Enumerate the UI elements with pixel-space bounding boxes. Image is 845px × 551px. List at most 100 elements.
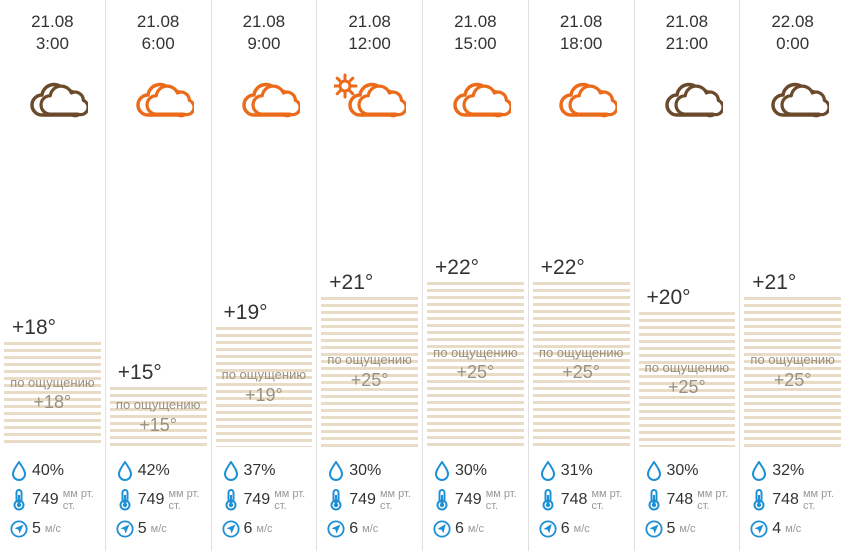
temperature-bar: по ощущению +15° bbox=[110, 387, 207, 447]
wind-row: 5 м/с bbox=[110, 515, 207, 543]
wind-direction-icon bbox=[539, 518, 557, 540]
temperature-bar: по ощущению +19° bbox=[216, 327, 313, 447]
temperature-bar: по ощущению +25° bbox=[427, 282, 524, 447]
pressure-row: 748 мм рт. ст. bbox=[533, 485, 630, 515]
date-label: 21.08 bbox=[348, 12, 391, 32]
pressure-value: 748 bbox=[667, 491, 694, 509]
weather-icon bbox=[439, 70, 511, 124]
feels-like-caption: по ощущению bbox=[433, 346, 517, 361]
feels-like-caption: по ощущению bbox=[327, 353, 411, 368]
drop-icon bbox=[750, 460, 768, 482]
feels-like-value: +19° bbox=[245, 385, 283, 406]
feels-like-value: +15° bbox=[139, 415, 177, 436]
thermometer-icon bbox=[539, 489, 557, 511]
pressure-value: 749 bbox=[244, 491, 271, 509]
forecast-column[interactable]: 21.08 15:00 +22° по ощущению +25° 30% bbox=[422, 0, 528, 551]
weather-icon bbox=[545, 70, 617, 124]
temperature-bar: по ощущению +18° bbox=[4, 342, 101, 447]
forecast-column[interactable]: 21.08 21:00 +20° по ощущению +25° 30% bbox=[634, 0, 740, 551]
temperature-area: +15° по ощущению +15° bbox=[110, 132, 207, 447]
wind-value: 5 bbox=[32, 520, 41, 538]
time-label: 15:00 bbox=[454, 34, 497, 54]
metrics-block: 42% 749 мм рт. ст. 5 м/с bbox=[110, 457, 207, 543]
time-label: 18:00 bbox=[560, 34, 603, 54]
thermometer-icon bbox=[750, 489, 768, 511]
temperature-value: +18° bbox=[12, 316, 56, 340]
weather-icon bbox=[651, 70, 723, 124]
wind-value: 6 bbox=[455, 520, 464, 538]
pressure-value: 749 bbox=[349, 491, 376, 509]
temperature-value: +22° bbox=[435, 256, 479, 280]
wind-value: 6 bbox=[244, 520, 253, 538]
feels-like-value: +25° bbox=[774, 370, 812, 391]
feels-like-caption: по ощущению bbox=[116, 398, 200, 413]
thermometer-icon bbox=[433, 489, 451, 511]
humidity-value: 31% bbox=[561, 462, 593, 480]
feels-like-caption: по ощущению bbox=[10, 376, 94, 391]
weather-icon bbox=[16, 70, 88, 124]
thermometer-icon bbox=[645, 489, 663, 511]
time-label: 9:00 bbox=[247, 34, 280, 54]
wind-row: 5 м/с bbox=[639, 515, 736, 543]
temperature-value: +22° bbox=[541, 256, 585, 280]
temperature-bar: по ощущению +25° bbox=[639, 312, 736, 447]
feels-like-value: +25° bbox=[668, 377, 706, 398]
forecast-column[interactable]: 21.08 9:00 +19° по ощущению +19° 37% bbox=[211, 0, 317, 551]
forecast-column[interactable]: 22.08 0:00 +21° по ощущению +25° 32% bbox=[739, 0, 845, 551]
pressure-unit: мм рт. ст. bbox=[803, 488, 835, 512]
feels-like-value: +25° bbox=[351, 370, 389, 391]
date-label: 21.08 bbox=[666, 12, 709, 32]
feels-like-value: +25° bbox=[457, 362, 495, 383]
time-label: 3:00 bbox=[36, 34, 69, 54]
feels-like-value: +25° bbox=[562, 362, 600, 383]
wind-row: 5 м/с bbox=[4, 515, 101, 543]
date-label: 21.08 bbox=[243, 12, 286, 32]
pressure-value: 748 bbox=[561, 491, 588, 509]
wind-direction-icon bbox=[327, 518, 345, 540]
forecast-row: 21.08 3:00 +18° по ощущению +18° 40% bbox=[0, 0, 845, 551]
wind-direction-icon bbox=[645, 518, 663, 540]
temperature-area: +21° по ощущению +25° bbox=[744, 132, 841, 447]
thermometer-icon bbox=[327, 489, 345, 511]
humidity-row: 31% bbox=[533, 457, 630, 485]
feels-like-value: +18° bbox=[34, 392, 72, 413]
wind-direction-icon bbox=[10, 518, 28, 540]
wind-row: 4 м/с bbox=[744, 515, 841, 543]
forecast-column[interactable]: 21.08 3:00 +18° по ощущению +18° 40% bbox=[0, 0, 105, 551]
temperature-value: +21° bbox=[752, 271, 796, 295]
forecast-column[interactable]: 21.08 6:00 +15° по ощущению +15° 42% bbox=[105, 0, 211, 551]
pressure-row: 748 мм рт. ст. bbox=[744, 485, 841, 515]
date-label: 22.08 bbox=[771, 12, 814, 32]
forecast-column[interactable]: 21.08 12:00 +21° по ощущению +25° 30% bbox=[316, 0, 422, 551]
drop-icon bbox=[327, 460, 345, 482]
temperature-value: +20° bbox=[647, 286, 691, 310]
drop-icon bbox=[222, 460, 240, 482]
date-label: 21.08 bbox=[137, 12, 180, 32]
temperature-value: +21° bbox=[329, 271, 373, 295]
drop-icon bbox=[539, 460, 557, 482]
drop-icon bbox=[645, 460, 663, 482]
wind-unit: м/с bbox=[151, 523, 167, 535]
metrics-block: 30% 749 мм рт. ст. 6 м/с bbox=[321, 457, 418, 543]
pressure-unit: мм рт. ст. bbox=[591, 488, 623, 512]
pressure-value: 749 bbox=[138, 491, 165, 509]
weather-icon bbox=[122, 70, 194, 124]
temperature-value: +19° bbox=[224, 301, 268, 325]
drop-icon bbox=[10, 460, 28, 482]
date-label: 21.08 bbox=[560, 12, 603, 32]
metrics-block: 30% 748 мм рт. ст. 5 м/с bbox=[639, 457, 736, 543]
pressure-value: 748 bbox=[772, 491, 799, 509]
pressure-unit: мм рт. ст. bbox=[380, 488, 412, 512]
pressure-unit: мм рт. ст. bbox=[63, 488, 95, 512]
wind-value: 6 bbox=[561, 520, 570, 538]
wind-value: 5 bbox=[667, 520, 676, 538]
temperature-bar: по ощущению +25° bbox=[744, 297, 841, 447]
humidity-value: 30% bbox=[349, 462, 381, 480]
pressure-row: 749 мм рт. ст. bbox=[216, 485, 313, 515]
humidity-row: 30% bbox=[427, 457, 524, 485]
humidity-value: 30% bbox=[455, 462, 487, 480]
forecast-column[interactable]: 21.08 18:00 +22° по ощущению +25° 31% bbox=[528, 0, 634, 551]
pressure-value: 749 bbox=[32, 491, 59, 509]
wind-value: 6 bbox=[349, 520, 358, 538]
temperature-bar: по ощущению +25° bbox=[321, 297, 418, 447]
